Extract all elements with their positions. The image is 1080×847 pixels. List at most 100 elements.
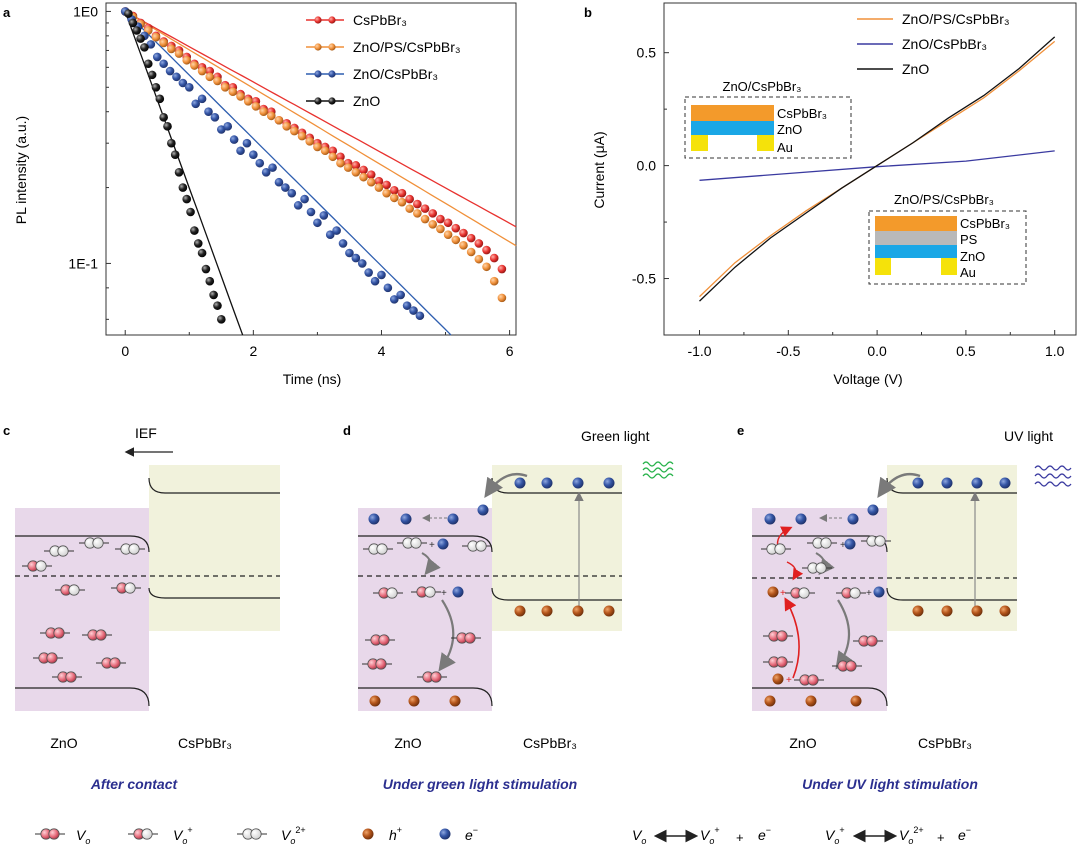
plot-a-point bbox=[370, 276, 380, 286]
plot-a-point bbox=[459, 241, 468, 250]
plot-a-fit-line bbox=[124, 10, 517, 228]
hole-icon bbox=[541, 605, 553, 617]
vacancy-2plus-icon bbox=[237, 828, 267, 840]
plot-b-xtick-label: -1.0 bbox=[687, 343, 711, 359]
vacancy-2plus-icon bbox=[807, 537, 837, 549]
plot-a-point bbox=[182, 55, 192, 65]
vacancy-2plus-icon bbox=[397, 537, 427, 549]
plot-a-point bbox=[320, 146, 330, 156]
d-cspbbr3-vb bbox=[491, 587, 622, 601]
plot-a-point bbox=[409, 306, 418, 315]
plot-a-point bbox=[197, 66, 207, 76]
plot-a-points bbox=[120, 7, 507, 324]
plot-a-point bbox=[332, 226, 341, 235]
plot-a-point bbox=[443, 218, 453, 228]
oxygen-vacancy-icon bbox=[82, 629, 112, 641]
oxygen-vacancy-icon bbox=[417, 671, 447, 683]
oxygen-vacancy-icon bbox=[52, 671, 82, 683]
hole-icon bbox=[764, 695, 776, 707]
plot-a-point bbox=[213, 301, 222, 310]
e-trap-arrow-2 bbox=[835, 599, 853, 670]
plot-a-point bbox=[338, 239, 348, 248]
d-zno-label: ZnO bbox=[394, 735, 421, 751]
d-carriers: ++ bbox=[362, 477, 615, 707]
panel-d: d Green light ++ ZnO CsPbBr₃ Under green… bbox=[343, 423, 674, 792]
plot-a-legend: CsPbBr₃ ZnO/PS/CsPbBr₃ ZnO/CsPbBr₃ ZnO bbox=[306, 12, 461, 109]
inset2-electrode-right bbox=[941, 258, 957, 275]
legend-vo-label: Vo bbox=[76, 827, 90, 846]
plot-a-point bbox=[428, 219, 438, 229]
panel-e: e UV light + + + + ZnO CsPbBr₃ Under UV lig… bbox=[737, 423, 1072, 792]
plot-a-fit-lines bbox=[124, 10, 517, 336]
plot-a-point bbox=[397, 197, 407, 207]
eq2-plus: + bbox=[937, 830, 945, 845]
plot-a-point bbox=[170, 150, 180, 160]
oxygen-vacancy-icon bbox=[853, 635, 883, 647]
plot-a-point bbox=[345, 248, 354, 258]
electron-icon bbox=[941, 477, 953, 489]
hole-icon bbox=[850, 695, 862, 707]
plot-a-point bbox=[197, 248, 207, 258]
plot-a-point bbox=[389, 295, 399, 304]
plot-a-point bbox=[242, 138, 252, 148]
plot-a-point bbox=[397, 188, 407, 198]
plot-a-point bbox=[328, 152, 338, 162]
eq2-rhs-electron: e− bbox=[958, 825, 971, 843]
hole-icon bbox=[805, 695, 817, 707]
vacancy-plus-icon bbox=[411, 586, 441, 598]
plot-a-point bbox=[182, 194, 192, 204]
hole-icon bbox=[603, 605, 615, 617]
plot-a-point bbox=[466, 247, 476, 257]
plot-a-point bbox=[420, 214, 430, 224]
plot-a-point bbox=[268, 163, 277, 172]
d-light-label: Green light bbox=[581, 428, 650, 444]
plot-a-point bbox=[151, 32, 161, 42]
inset2-layer-ps bbox=[875, 231, 957, 245]
plot-a-point bbox=[357, 259, 367, 268]
charge-sign: + bbox=[786, 675, 792, 686]
plot-a-point bbox=[281, 183, 290, 192]
electron-icon bbox=[844, 538, 856, 550]
plot-a-point bbox=[155, 94, 165, 104]
plot-a-point bbox=[124, 9, 133, 18]
d-transfer-arrow bbox=[484, 472, 528, 498]
panel-a: a 0 2 4 6 1E0 1E-1 CsPbBr₃ ZnO/PS/CsPbBr₃ ZnO/C… bbox=[3, 2, 517, 387]
plot-a-point bbox=[174, 49, 184, 58]
plot-a-point bbox=[197, 94, 207, 104]
plot-a-point bbox=[336, 158, 345, 168]
electron-icon bbox=[572, 477, 584, 489]
panel-b-label: b bbox=[584, 5, 592, 20]
plot-a-point bbox=[287, 188, 297, 198]
electron-icon bbox=[603, 477, 615, 489]
plot-a-point bbox=[159, 59, 168, 69]
legend-entry: ZnO bbox=[902, 61, 929, 77]
plot-a-ytick-label: 1E-1 bbox=[68, 255, 98, 271]
plot-a-point bbox=[191, 99, 200, 109]
oxygen-vacancy-icon bbox=[365, 634, 395, 646]
plot-a-point bbox=[249, 150, 258, 160]
vacancy-2plus-icon bbox=[861, 535, 891, 547]
hole-icon bbox=[941, 605, 953, 617]
electron-icon bbox=[400, 513, 412, 525]
plot-a-point bbox=[436, 224, 445, 234]
vacancy-plus-icon bbox=[55, 584, 85, 596]
legend-vo-2plus-label: Vo2+ bbox=[281, 825, 306, 846]
plot-b-xtick-label: 1.0 bbox=[1045, 343, 1065, 359]
hole-icon bbox=[912, 605, 924, 617]
inset1-title: ZnO/CsPbBr₃ bbox=[723, 79, 802, 94]
e-caption: Under UV light stimulation bbox=[802, 776, 978, 792]
inset2-layer1-label: CsPbBr₃ bbox=[960, 216, 1010, 231]
plot-a-fit-line bbox=[124, 10, 517, 247]
plot-a-point bbox=[497, 293, 507, 303]
plot-b-axes: -1.0 -0.5 0.0 0.5 1.0 0.5 0.0 -0.5 bbox=[632, 45, 1065, 359]
plot-a-point bbox=[306, 207, 316, 217]
plot-a-point bbox=[251, 102, 261, 111]
vacancy-2plus-icon bbox=[761, 543, 791, 555]
vacancy-plus-icon bbox=[22, 560, 52, 572]
plot-a-point bbox=[351, 161, 361, 170]
green-light-icon bbox=[642, 461, 674, 479]
eq1-rhs-electron: e− bbox=[758, 825, 771, 843]
plot-a-point bbox=[413, 209, 422, 218]
plot-a-point bbox=[178, 183, 188, 192]
inset2-layer-cspbbr3 bbox=[875, 216, 957, 231]
